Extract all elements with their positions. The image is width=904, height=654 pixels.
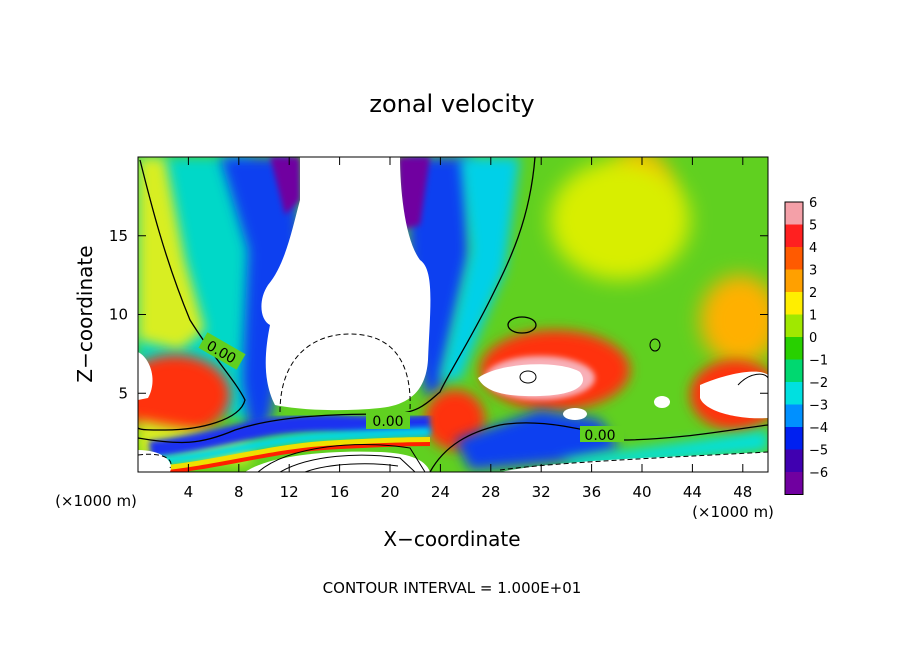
contour-label-bg-1: [198, 332, 246, 370]
contour-label-bg-3: [580, 426, 624, 442]
colorbar-swatch: [785, 359, 803, 382]
field-cyan-east: [440, 157, 520, 380]
zero-contour-west: [138, 159, 246, 431]
y-axis-label: Z−coordinate: [73, 245, 97, 382]
field-blue-lower: [455, 410, 620, 470]
undefined-region-upper: [261, 157, 431, 411]
colorbar: 6 5 4 3 2 1 0 −1 −2 −3 −4 −5 −6: [784, 196, 828, 495]
x-tick-label: 36: [582, 483, 601, 501]
undefined-region-east: [700, 371, 768, 419]
negative-contour-southwest: [138, 453, 172, 469]
positive-contour-3: [304, 463, 399, 472]
colorbar-label: 6: [809, 196, 817, 211]
contour-small-center: [519, 370, 537, 384]
plot-area: 0.00 0.00 0.00: [138, 157, 768, 472]
field-purple-west: [270, 157, 300, 215]
x-tick-label: 16: [330, 483, 349, 501]
undefined-spot-2: [654, 396, 670, 408]
x-unit-right: (×1000 m): [692, 503, 774, 521]
colorbar-label: −3: [809, 399, 828, 414]
field-red-west: [138, 355, 230, 435]
contour-label-2: 0.00: [372, 414, 403, 430]
undefined-spot-1: [563, 408, 587, 420]
x-tick-label: 28: [481, 483, 500, 501]
undefined-region-center-east: [478, 364, 584, 397]
field-yellow-northeast: [550, 160, 690, 280]
colorbar-label: 1: [809, 309, 817, 324]
x-tick-label: 24: [431, 483, 450, 501]
y-axis: 5 10 15: [109, 227, 768, 402]
colorbar-swatch: [785, 472, 803, 495]
x-tick-label: 44: [683, 483, 702, 501]
undefined-region-lower-east: [500, 452, 768, 472]
y-tick-label: 10: [109, 306, 128, 324]
x-tick-label: 32: [532, 483, 551, 501]
colorbar-swatch: [785, 224, 803, 247]
x-tick-label: 48: [733, 483, 752, 501]
x-tick-label: 20: [380, 483, 399, 501]
colorbar-label: 0: [809, 331, 817, 346]
jet-yellow-band: [149, 437, 431, 472]
x-tick-label: 8: [234, 483, 244, 501]
x-unit-left: (×1000 m): [55, 492, 137, 510]
positive-contour-1: [257, 444, 426, 472]
contour-label-bg-2: [366, 412, 410, 429]
colorbar-label: −6: [809, 466, 828, 481]
zero-contour-jet: [138, 157, 536, 444]
colorbar-swatch: [785, 382, 803, 405]
x-tick-label: 12: [280, 483, 299, 501]
colorbar-label: 2: [809, 286, 817, 301]
contour-east: [737, 373, 768, 386]
colorbar-frame: [784, 201, 804, 495]
zero-contour-lower: [429, 422, 768, 472]
colorbar-label: −2: [809, 376, 828, 391]
colorbar-swatch: [785, 449, 803, 472]
positive-contour-2: [279, 454, 416, 472]
colorbar-label: 4: [809, 241, 817, 256]
colorbar-swatch: [785, 314, 803, 337]
colorbar-label: 5: [809, 219, 817, 234]
contour-small-east: [649, 338, 661, 352]
jet-red-band: [149, 442, 431, 472]
field-blue-west: [220, 157, 300, 435]
jet-cyan-band: [149, 427, 431, 467]
chart-title: zonal velocity: [369, 90, 534, 118]
colorbar-swatch: [785, 202, 803, 225]
contour-label-3: 0.00: [584, 428, 615, 444]
x-axis-label: X−coordinate: [383, 527, 520, 551]
contour-value-labels: 0.00 0.00 0.00: [198, 332, 624, 444]
negative-contour-southeast: [499, 451, 768, 471]
colorbar-swatch: [785, 269, 803, 292]
colorbar-swatch: [785, 292, 803, 315]
y-tick-label: 5: [118, 384, 128, 402]
x-axis: 4 8 12 16 20 24 28 32 36 40 44 48: [184, 157, 752, 501]
colorbar-label: −4: [809, 421, 828, 436]
colorbar-swatch: [785, 337, 803, 360]
field-orange-east: [700, 275, 768, 365]
colorbar-swatch: [785, 427, 803, 450]
contour-lines: [138, 157, 768, 472]
x-tick-label: 40: [632, 483, 651, 501]
colorbar-swatch: [785, 247, 803, 270]
undefined-region-southwest: [138, 450, 171, 472]
colorbar-swatch: [785, 404, 803, 427]
field-purple-east: [398, 157, 430, 230]
colorbar-label: 3: [809, 264, 817, 279]
x-tick-label: 4: [184, 483, 194, 501]
colorbar-label: −5: [809, 444, 828, 459]
undefined-region-west: [138, 352, 153, 400]
contour-interval-note: CONTOUR INTERVAL = 1.000E+01: [323, 579, 582, 597]
field-yellow-west: [138, 157, 205, 350]
y-tick-label: 15: [109, 227, 128, 245]
negative-contour-dome: [279, 333, 411, 413]
zero-contour-loop: [507, 316, 537, 334]
colorbar-label: −1: [809, 354, 828, 369]
